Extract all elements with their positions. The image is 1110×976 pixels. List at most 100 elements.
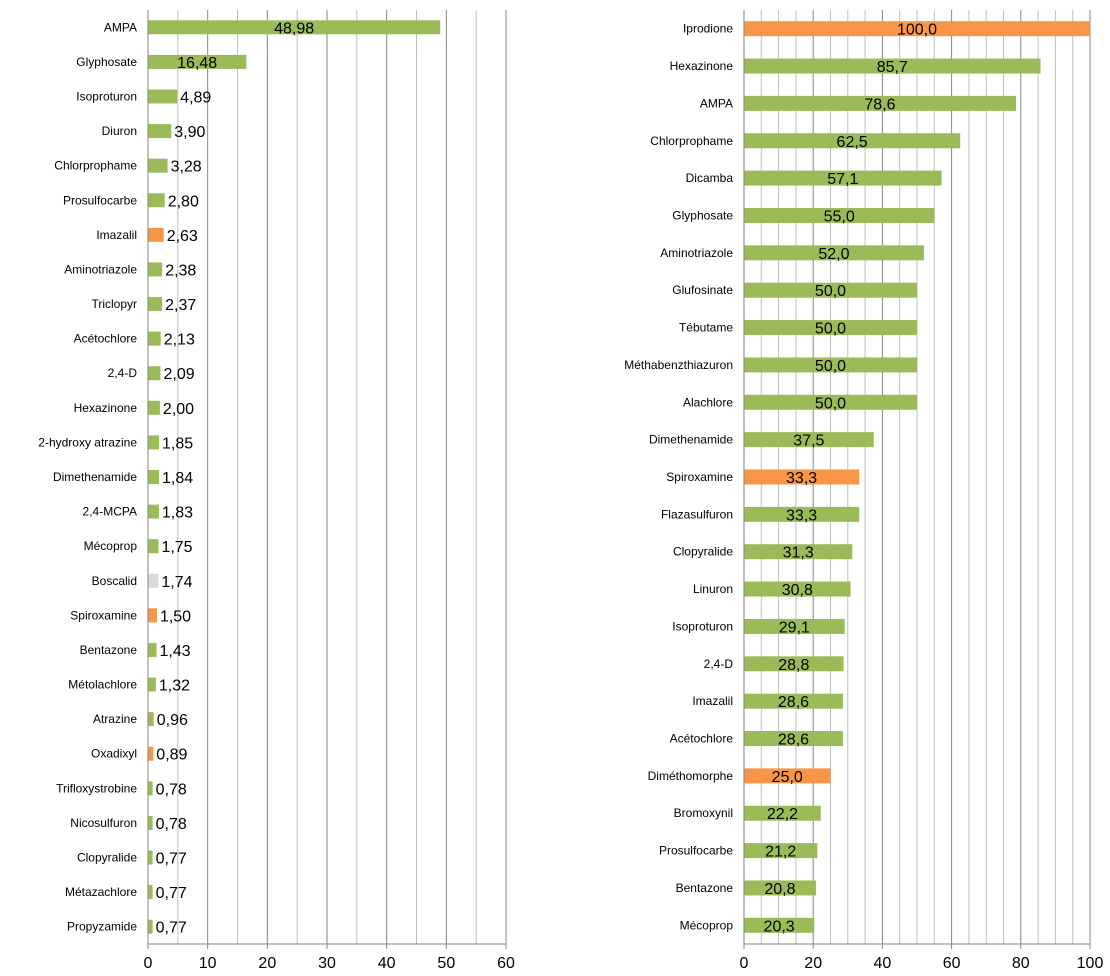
right-value-label: 21,2 xyxy=(765,844,796,861)
left-bar xyxy=(148,885,153,900)
left-category-label: Isoproturon xyxy=(76,89,137,103)
left-bar xyxy=(148,227,164,242)
left-value-label: 2,00 xyxy=(163,401,194,418)
right-category-label: Mécoprop xyxy=(680,918,734,932)
left-bar xyxy=(148,677,156,692)
right-bar xyxy=(744,469,860,485)
right-bar xyxy=(744,506,860,522)
right-category-label: Aminotriazole xyxy=(660,246,733,260)
right-category-label: Diméthomorphe xyxy=(648,769,734,783)
right-bar xyxy=(744,432,874,448)
left-category-label: Bentazone xyxy=(80,643,138,657)
left-tick-label: 30 xyxy=(318,955,336,972)
right-value-label: 31,3 xyxy=(783,545,814,562)
left-bar xyxy=(148,262,163,277)
left-category-label: Hexazinone xyxy=(74,401,138,415)
left-value-label: 1,50 xyxy=(160,608,191,625)
right-category-label: AMPA xyxy=(700,96,733,110)
left-category-label: Aminotriazole xyxy=(64,262,137,276)
left-value-label: 2,80 xyxy=(168,193,199,210)
left-category-label: Prosulfocarbe xyxy=(63,193,137,207)
right-category-label: Acétochlore xyxy=(670,732,734,746)
left-category-label: AMPA xyxy=(104,20,137,34)
left-value-label: 1,83 xyxy=(162,505,193,522)
right-category-label: Spiroxamine xyxy=(666,470,733,484)
right-bar xyxy=(744,207,935,223)
left-value-label: 1,74 xyxy=(161,574,192,591)
left-category-label: Glyphosate xyxy=(76,55,137,69)
left-value-label: 4,89 xyxy=(180,89,211,106)
left-value-label: 1,84 xyxy=(162,470,193,487)
left-category-label: Clopyralide xyxy=(77,851,137,865)
right-tick-label: 60 xyxy=(943,955,961,972)
left-bar xyxy=(148,919,153,934)
right-tick-label: 100 xyxy=(1077,955,1104,972)
left-value-label: 16,48 xyxy=(177,55,217,72)
right-category-label: Hexazinone xyxy=(670,59,734,73)
left-value-label: 0,89 xyxy=(156,747,187,764)
right-value-label: 50,0 xyxy=(815,321,846,338)
right-bar xyxy=(744,357,917,373)
right-category-label: Tébutame xyxy=(679,321,733,335)
left-category-label: Oxadixyl xyxy=(91,747,137,761)
left-value-label: 0,78 xyxy=(156,781,187,798)
right-category-label: Dicamba xyxy=(686,171,734,185)
right-bar xyxy=(744,21,1090,37)
right-category-label: Flazasulfuron xyxy=(661,507,733,521)
right-bar xyxy=(744,618,845,634)
right-tick-label: 0 xyxy=(740,955,749,972)
left-bar xyxy=(148,815,153,830)
left-bar xyxy=(148,297,163,312)
right-bar xyxy=(744,95,1016,111)
right-bar xyxy=(744,282,917,298)
left-value-label: 1,43 xyxy=(160,643,191,660)
right-category-label: Bentazone xyxy=(676,881,734,895)
right-category-label: Glyphosate xyxy=(672,208,733,222)
left-value-label: 0,78 xyxy=(156,816,187,833)
left-bar xyxy=(148,89,178,104)
left-bar xyxy=(148,573,159,588)
right-category-label: Bromoxynil xyxy=(674,806,733,820)
left-value-label: 2,38 xyxy=(165,262,196,279)
right-value-label: 57,1 xyxy=(827,171,858,188)
left-value-label: 1,85 xyxy=(162,435,193,452)
left-category-label: Chlorprophame xyxy=(54,159,137,173)
right-value-label: 28,6 xyxy=(778,732,809,749)
left-value-label: 1,32 xyxy=(159,678,190,695)
left-category-label: Métolachlore xyxy=(68,678,137,692)
left-category-label: Imazalil xyxy=(96,228,137,242)
left-bar xyxy=(148,193,165,208)
right-category-label: Glufosinate xyxy=(672,283,733,297)
left-bar xyxy=(148,158,168,173)
left-category-label: Acétochlore xyxy=(74,332,138,346)
right-category-label: Linuron xyxy=(693,582,733,596)
right-category-label: Chlorprophame xyxy=(650,134,733,148)
right-category-label: 2,4-D xyxy=(704,657,734,671)
left-bar xyxy=(148,781,153,796)
right-value-label: 20,3 xyxy=(764,918,795,935)
left-category-label: Dimethenamide xyxy=(53,470,137,484)
left-category-label: Propyzamide xyxy=(67,920,137,934)
right-category-label: Iprodione xyxy=(683,22,733,36)
left-tick-label: 20 xyxy=(258,955,276,972)
right-bar xyxy=(744,320,917,336)
right-bar xyxy=(744,693,843,709)
left-bar xyxy=(148,539,159,554)
right-value-label: 78,6 xyxy=(864,96,895,113)
right-value-label: 55,0 xyxy=(824,208,855,225)
right-value-label: 28,6 xyxy=(778,694,809,711)
left-value-label: 2,13 xyxy=(164,332,195,349)
left-value-label: 1,75 xyxy=(161,539,192,556)
right-tick-label: 80 xyxy=(1012,955,1030,972)
left-category-label: 2,4-MCPA xyxy=(83,505,137,519)
left-bar xyxy=(148,20,441,35)
left-bar xyxy=(148,54,247,69)
right-value-label: 33,3 xyxy=(786,470,817,487)
left-bar xyxy=(148,470,159,484)
left-tick-label: 50 xyxy=(437,955,455,972)
left-category-label: Trifloxystrobine xyxy=(56,781,137,795)
right-value-label: 25,0 xyxy=(772,769,803,786)
left-value-label: 3,28 xyxy=(171,159,202,176)
right-category-label: Imazalil xyxy=(692,694,733,708)
